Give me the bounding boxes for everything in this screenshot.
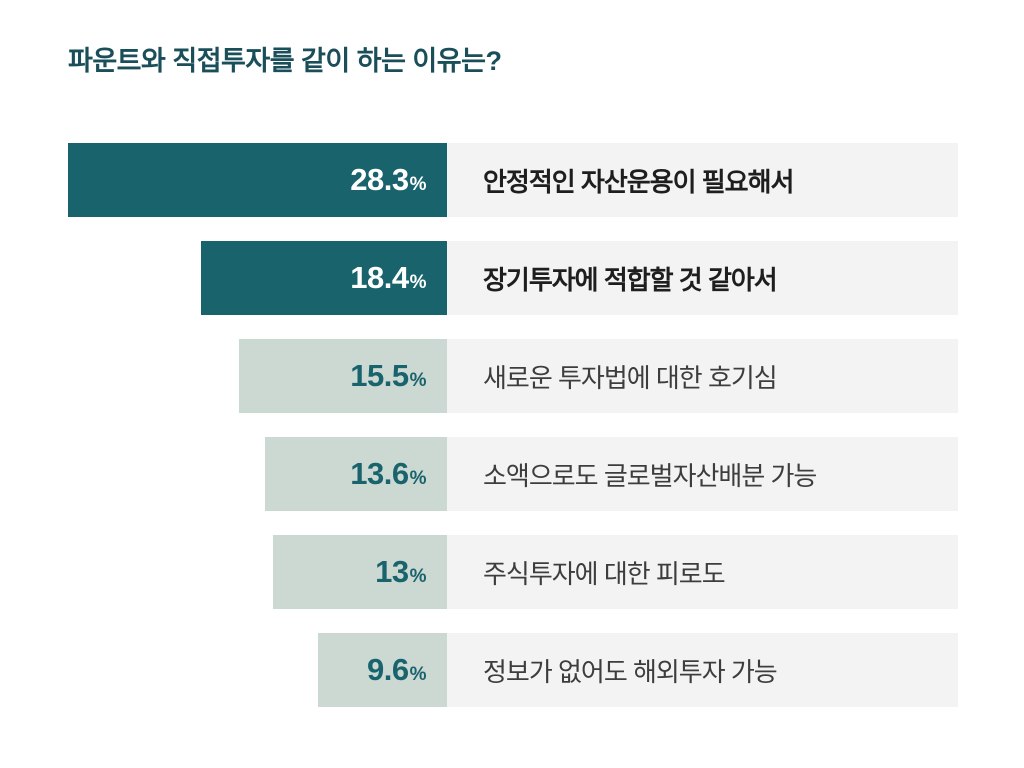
- percent-sign: %: [409, 468, 427, 489]
- bar: 13.6%: [264, 437, 447, 511]
- category-label: 주식투자에 대한 피로도: [483, 558, 726, 589]
- bar-track: 13.6%: [68, 437, 447, 511]
- value-number: 13: [375, 554, 409, 589]
- bar-row: 9.6% 정보가 없어도 해외투자 가능: [68, 633, 958, 707]
- bar-row: 15.5% 새로운 투자법에 대한 호기심: [68, 339, 958, 413]
- category-label: 정보가 없어도 해외투자 가능: [483, 656, 778, 687]
- category-label: 새로운 투자법에 대한 호기심: [483, 362, 778, 393]
- percent-sign: %: [409, 272, 427, 293]
- value-label: 18.4%: [350, 260, 426, 296]
- bar-row: 13.6% 소액으로도 글로벌자산배분 가능: [68, 437, 958, 511]
- bar: 18.4%: [200, 241, 447, 315]
- label-strip: 주식투자에 대한 피로도: [447, 535, 958, 609]
- bar-track: 15.5%: [68, 339, 447, 413]
- percent-sign: %: [409, 664, 427, 685]
- value-label: 28.3%: [350, 162, 426, 198]
- label-strip: 안정적인 자산운용이 필요해서: [447, 143, 958, 217]
- value-number: 13.6: [350, 456, 409, 491]
- bar-track: 28.3%: [68, 143, 447, 217]
- value-label: 9.6%: [366, 652, 427, 688]
- value-number: 28.3: [350, 162, 409, 197]
- label-strip: 장기투자에 적합할 것 같아서: [447, 241, 958, 315]
- label-strip: 소액으로도 글로벌자산배분 가능: [447, 437, 958, 511]
- bar-row: 18.4% 장기투자에 적합할 것 같아서: [68, 241, 958, 315]
- bar: 9.6%: [318, 633, 447, 707]
- value-label: 13%: [375, 554, 426, 590]
- value-label: 13.6%: [350, 456, 426, 492]
- chart-title: 파운트와 직접투자를 같이 하는 이유는?: [68, 46, 502, 76]
- bar-row: 28.3% 안정적인 자산운용이 필요해서: [68, 143, 958, 217]
- bar-track: 9.6%: [68, 633, 447, 707]
- bar-track: 18.4%: [68, 241, 447, 315]
- label-strip: 새로운 투자법에 대한 호기심: [447, 339, 958, 413]
- bar: 13%: [272, 535, 447, 609]
- value-label: 15.5%: [350, 358, 426, 394]
- bar: 15.5%: [239, 339, 447, 413]
- category-label: 소액으로도 글로벌자산배분 가능: [483, 460, 817, 491]
- bar-row: 13% 주식투자에 대한 피로도: [68, 535, 958, 609]
- label-strip: 정보가 없어도 해외투자 가능: [447, 633, 958, 707]
- percent-sign: %: [409, 566, 427, 587]
- value-number: 9.6: [366, 652, 409, 687]
- bar: 28.3%: [68, 143, 447, 217]
- percent-sign: %: [409, 174, 427, 195]
- percent-sign: %: [409, 370, 427, 391]
- bar-rows: 28.3% 안정적인 자산운용이 필요해서 18.4% 장기투자에 적합할 것 …: [68, 143, 958, 707]
- bar-track: 13%: [68, 535, 447, 609]
- category-label: 안정적인 자산운용이 필요해서: [483, 166, 794, 197]
- value-number: 18.4: [350, 260, 409, 295]
- category-label: 장기투자에 적합할 것 같아서: [483, 264, 778, 295]
- value-number: 15.5: [350, 358, 409, 393]
